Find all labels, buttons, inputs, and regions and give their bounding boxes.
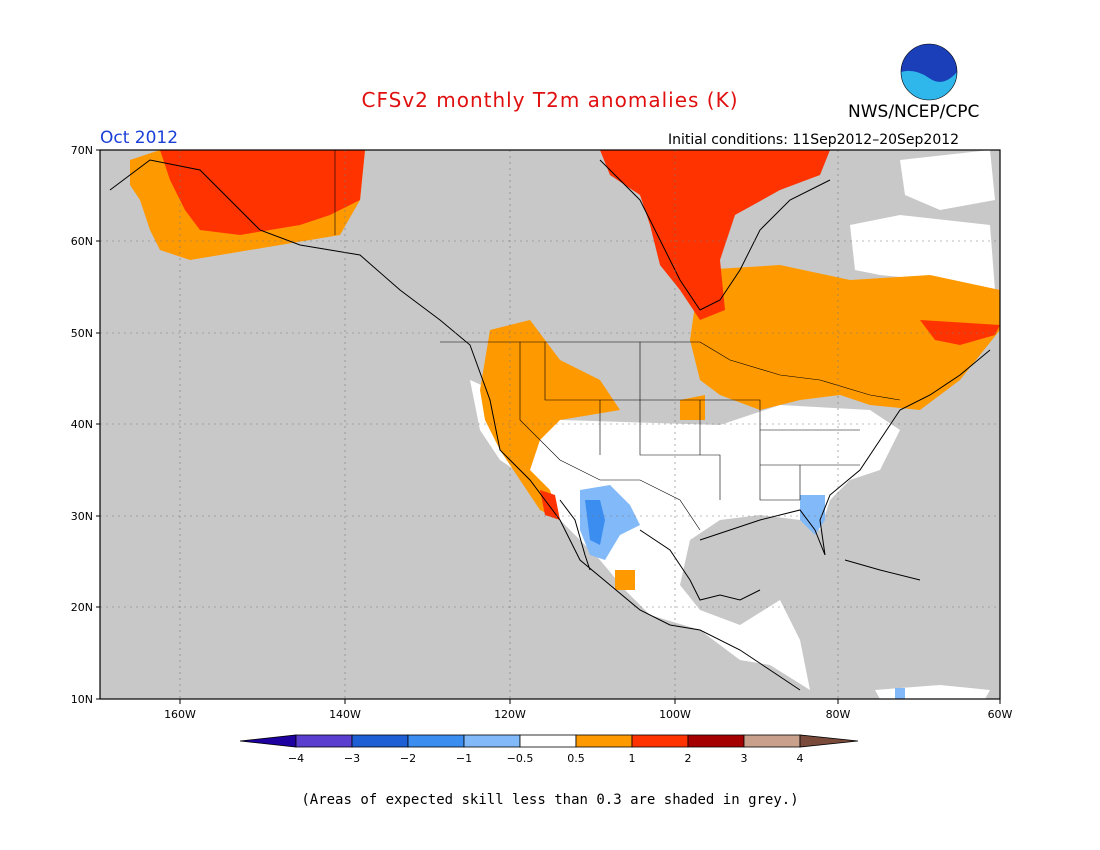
forecast-month: Oct 2012 (100, 128, 179, 148)
lat-label-40n: 40N (71, 418, 93, 431)
legend-swatch-6 (575, 734, 633, 748)
lon-label-140w: 140W (329, 708, 361, 721)
lat-label-60n: 60N (71, 235, 93, 248)
legend-label-3: −2 (400, 752, 416, 765)
legend-swatch-4 (463, 734, 521, 748)
lat-label-30n: 30N (71, 510, 93, 523)
boundaries (334, 150, 901, 531)
legend-label-4: −1 (456, 752, 472, 765)
legend-swatch-8 (687, 734, 745, 748)
chart-title: CFSv2 monthly T2m anomalies (K) (361, 88, 739, 112)
legend-label-8: 2 (685, 752, 692, 765)
red-regions (160, 150, 1000, 520)
coastlines (109, 159, 991, 691)
legend-swatch-2 (351, 734, 409, 748)
lat-label-10n: 10N (71, 693, 93, 706)
organization-label: NWS/NCEP/CPC (848, 102, 980, 122)
lon-label-60w: 60W (988, 708, 1013, 721)
gridlines (100, 150, 1000, 699)
lon-label-160w: 160W (164, 708, 196, 721)
legend-swatch-1 (295, 734, 353, 748)
legend-swatch-gt-4 (799, 734, 859, 748)
legend-swatch-7 (631, 734, 689, 748)
legend-label-2: −3 (344, 752, 360, 765)
legend-label-5: −0.5 (507, 752, 534, 765)
legend-label-6: 0.5 (567, 752, 585, 765)
blue-regions (580, 485, 905, 699)
skill-footnote: (Areas of expected skill less than 0.3 a… (301, 792, 799, 808)
legend-label-9: 3 (741, 752, 748, 765)
lat-label-50n: 50N (71, 327, 93, 340)
axis-ticks (96, 149, 1001, 704)
legend-swatch-lt-4 (239, 734, 297, 748)
legend-swatch-9 (743, 734, 801, 748)
lon-label-120w: 120W (494, 708, 526, 721)
noaa-logo (895, 42, 963, 106)
lat-label-70n: 70N (71, 144, 93, 157)
lon-label-80w: 80W (826, 708, 851, 721)
legend-label-1: −4 (288, 752, 304, 765)
initial-conditions: Initial conditions: 11Sep2012–20Sep2012 (668, 132, 960, 148)
color-legend (239, 734, 859, 748)
lat-label-20n: 20N (71, 601, 93, 614)
legend-label-10: 4 (797, 752, 804, 765)
legend-label-7: 1 (629, 752, 636, 765)
legend-swatch-3 (407, 734, 465, 748)
legend-swatch-5 (519, 734, 577, 748)
lon-label-100w: 100W (659, 708, 691, 721)
